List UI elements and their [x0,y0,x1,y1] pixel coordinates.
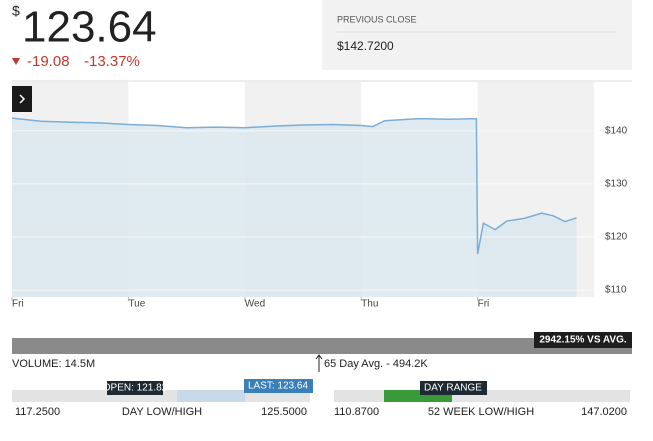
change-pct: -13.37% [84,53,140,70]
down-arrow [12,58,20,65]
change: -19.08 [27,53,70,70]
week-high: 147.0200 [581,406,627,418]
volume-average: 65 Day Avg. - 494.2K [324,358,428,370]
volume-badge-text: 2942.15% VS AVG. [539,335,626,346]
day-range-fill [177,390,245,402]
x-tick-label: Tue [128,299,145,310]
currency: $ [12,3,20,19]
price-chart: $110 $120 $130 $140 Fri Tue Wed Thu Fri [11,82,628,310]
prev-close-label: PREVIOUS CLOSE [337,14,417,24]
week-range-title: 52 WEEK LOW/HIGH [428,406,534,418]
last-badge [244,379,313,393]
volume-label: VOLUME: 14.5M [12,358,95,370]
y-tick-label: $140 [605,125,628,136]
chevron [19,94,26,104]
x-tick-label: Wed [245,299,265,310]
expand-button[interactable] [12,86,32,112]
y-tick-label: $120 [605,232,628,243]
x-tick-label: Fri [478,299,490,310]
y-tick-label: $110 [605,285,627,296]
price-line [11,117,577,255]
open-badge [107,381,163,395]
last-text: LAST: 123.64 [248,381,308,392]
open-text: OPEN: 121.82 [103,383,168,394]
volume-badge [534,332,632,348]
avg-marker [315,354,323,372]
x-tick-label: Thu [361,299,378,310]
prev-close-box [322,0,632,70]
day-low: 117.2500 [15,406,60,418]
prev-close-value: $142.7200 [337,39,394,53]
day-range-title: DAY LOW/HIGH [122,406,202,418]
week-low: 110.8700 [334,406,379,418]
day-high: 125.5000 [261,406,307,418]
volume-bar [12,338,632,354]
price: 123.64 [22,3,157,52]
day-range-badge-text: DAY RANGE [424,383,482,394]
y-tick-label: $130 [605,179,628,190]
x-tick-label: Fri [12,299,24,310]
day-range-badge [420,381,487,395]
price-area [12,118,577,297]
